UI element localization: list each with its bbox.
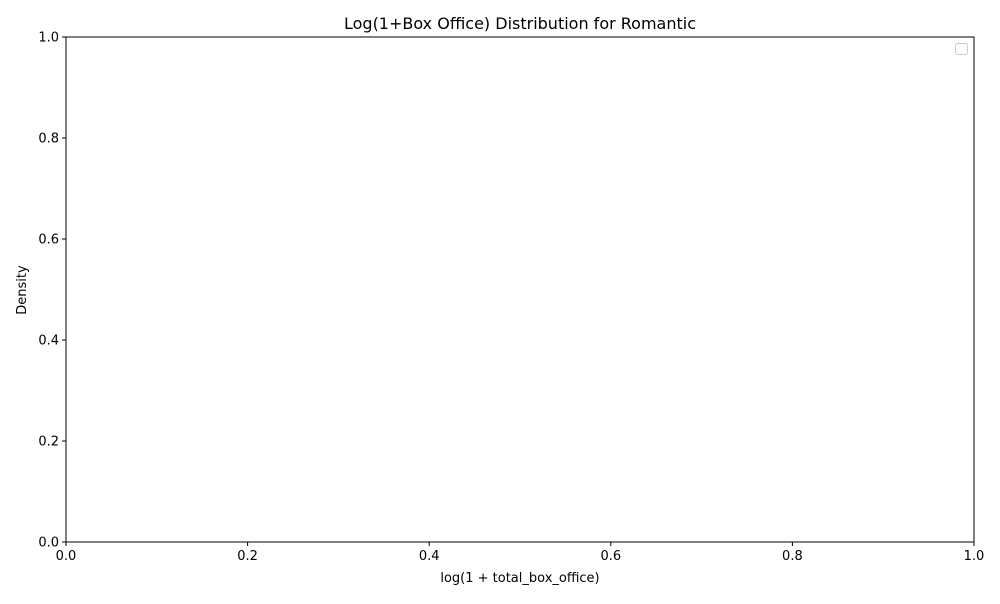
x-tick-label: 0.6 [600,549,621,564]
x-tick-label: 0.2 [237,549,258,564]
legend-box [955,43,968,55]
y-tick-label: 0.8 [38,132,59,147]
x-axis-label: log(1 + total_box_office) [440,571,599,586]
x-tick-label: 1.0 [964,549,985,564]
y-tick-label: 1.0 [38,31,59,46]
plot-frame [65,36,975,543]
y-axis-ticks: 0.0 0.2 0.4 0.6 0.8 1.0 [38,31,66,551]
y-tick-label: 0.6 [38,233,59,248]
y-tick-label: 0.0 [38,536,59,551]
x-tick-label: 0.0 [56,549,77,564]
chart-title: Log(1+Box Office) Distribution for Roman… [344,14,696,33]
y-tick-label: 0.4 [38,334,59,349]
y-tick-label: 0.2 [38,435,59,450]
x-tick-label: 0.4 [419,549,440,564]
x-tick-label: 0.8 [782,549,803,564]
y-axis-label: Density [15,265,30,315]
x-axis-ticks: 0.0 0.2 0.4 0.6 0.8 1.0 [56,542,985,564]
